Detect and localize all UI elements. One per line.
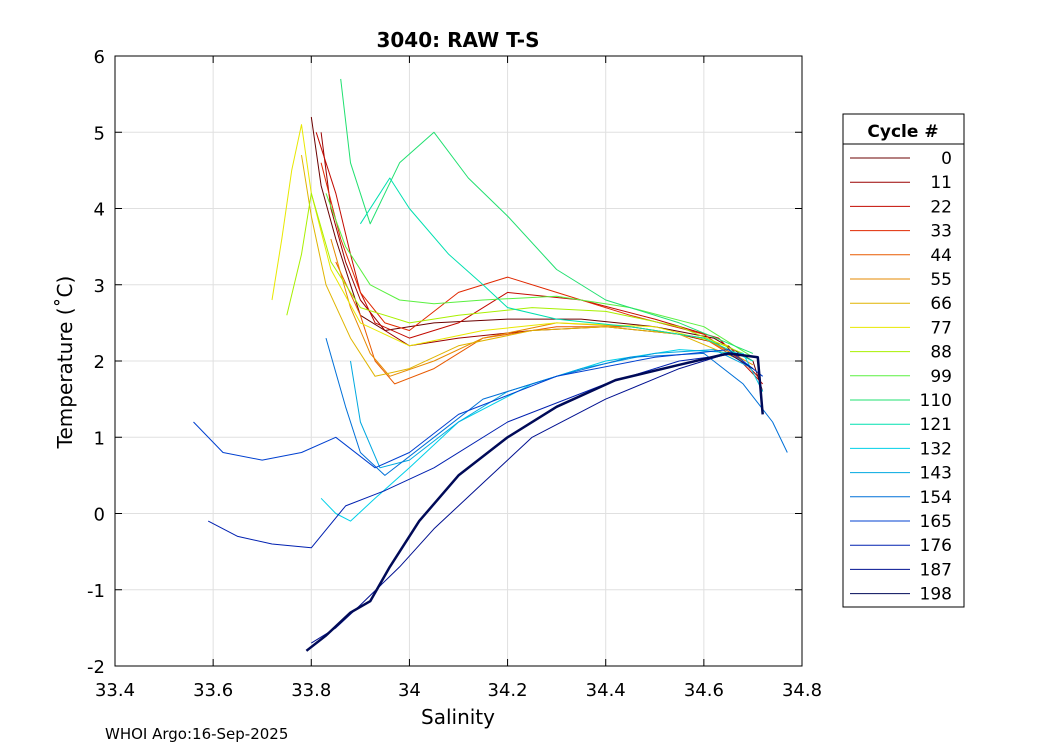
legend-label: 154: [920, 488, 952, 508]
y-tick-label: -1: [87, 581, 105, 602]
series-line-cycle-0: [310, 116, 764, 392]
legend-label: 132: [920, 439, 952, 459]
x-tick-label: 34: [398, 680, 421, 701]
series-line-cycle-77: [271, 124, 729, 347]
y-axis-label: Temperature (˚C): [53, 276, 77, 450]
legend: Cycle # 0 11 22 33 44 55 66 77 88 99 110 121 132 143 1…: [842, 113, 965, 608]
y-axis-ticks: -2 -1 0 1 2 3 4 5 6: [87, 47, 802, 678]
legend-label: 77: [930, 318, 952, 338]
x-tick-label: 33.8: [291, 680, 331, 701]
x-tick-label: 33.6: [193, 680, 233, 701]
chart-title: 3040: RAW T-S: [376, 28, 539, 52]
legend-label: 121: [920, 415, 952, 435]
legend-label: 22: [930, 197, 952, 217]
legend-label: 0: [941, 149, 952, 169]
legend-label: 198: [920, 585, 952, 605]
series-line-cycle-187: [311, 352, 754, 644]
legend-label: 66: [930, 294, 952, 314]
legend-label: 88: [930, 343, 952, 363]
x-tick-label: 34.8: [782, 680, 822, 701]
legend-label: 55: [930, 270, 952, 290]
legend-label: 110: [920, 391, 952, 411]
legend-box: [842, 113, 965, 608]
footer-text: WHOI Argo:16-Sep-2025: [105, 725, 289, 743]
x-tick-label: 34.6: [684, 680, 724, 701]
y-tick-label: 4: [94, 200, 105, 221]
legend-label: 187: [920, 560, 952, 580]
x-tick-label: 34.4: [586, 680, 626, 701]
legend-label: 143: [920, 464, 952, 484]
series-line-cycle-165: [193, 349, 764, 469]
legend-label: 99: [930, 367, 952, 387]
legend-entries: 0 11 22 33 44 55 66 77 88 99 110 121 132 143 154 165 176…: [850, 149, 952, 605]
data-series-group: [193, 78, 788, 652]
series-line-cycle-66: [301, 155, 744, 377]
series-line-cycle-143: [350, 349, 754, 469]
series-line-cycle-11: [320, 132, 759, 377]
series-line-cycle-154: [325, 337, 788, 476]
y-tick-label: 6: [94, 47, 105, 68]
series-line-cycle-110: [340, 78, 754, 354]
x-axis-ticks: 33.4 33.6 33.8 34 34.2 34.4 34.6 34.8: [95, 56, 822, 701]
legend-label: 44: [930, 246, 952, 266]
series-line-cycle-88: [286, 192, 744, 354]
legend-label: 33: [930, 222, 952, 242]
y-tick-label: -2: [87, 657, 105, 678]
x-axis-label: Salinity: [421, 705, 495, 729]
y-tick-label: 5: [94, 123, 105, 144]
legend-title: Cycle #: [867, 122, 938, 142]
legend-label: 11: [930, 173, 952, 193]
series-line-cycle-176: [207, 352, 739, 549]
y-tick-label: 0: [94, 505, 105, 526]
series-line-cycle-99: [325, 193, 754, 358]
x-tick-label: 33.4: [95, 680, 135, 701]
series-line-cycle-121: [359, 177, 754, 362]
series-line-cycle-22: [315, 132, 764, 385]
y-tick-label: 3: [94, 276, 105, 297]
legend-label: 176: [920, 536, 952, 556]
y-tick-label: 1: [94, 428, 105, 449]
series-line-cycle-198: [305, 352, 764, 652]
y-tick-label: 2: [94, 352, 105, 373]
x-tick-label: 34.2: [488, 680, 528, 701]
legend-label: 165: [920, 512, 952, 532]
